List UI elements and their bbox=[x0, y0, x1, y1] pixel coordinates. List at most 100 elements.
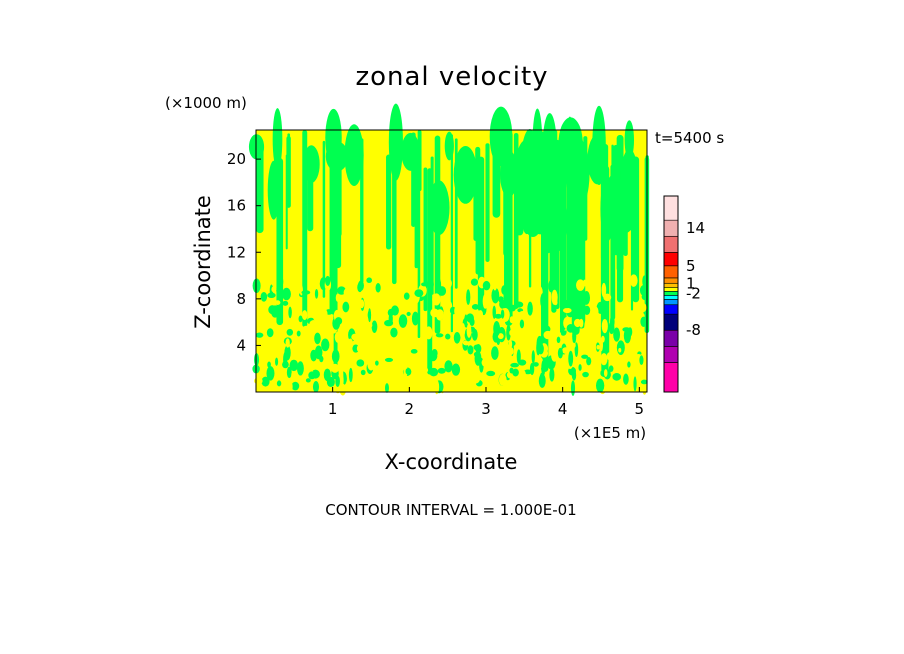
contour-patch bbox=[266, 328, 274, 338]
contour-patch bbox=[418, 363, 424, 378]
contour-patch bbox=[423, 167, 428, 312]
contour-patch bbox=[555, 366, 564, 379]
contour-patch bbox=[349, 295, 357, 302]
contour-patch bbox=[314, 332, 321, 345]
contour-patch bbox=[444, 360, 453, 373]
contour-patch bbox=[581, 354, 589, 359]
colorbar-band bbox=[663, 282, 679, 288]
contour-patch bbox=[335, 375, 340, 387]
contour-patch bbox=[255, 332, 264, 338]
contour-patch bbox=[275, 300, 281, 305]
contour-patch bbox=[363, 352, 372, 360]
contour-patch bbox=[451, 363, 461, 376]
x-axis-label: X-coordinate bbox=[385, 450, 518, 474]
contour-patch bbox=[510, 362, 520, 368]
contour-patch bbox=[275, 287, 282, 293]
contour-patch bbox=[477, 156, 485, 312]
contour-patch bbox=[601, 318, 608, 334]
contour-patch bbox=[486, 338, 490, 345]
colorbar-band bbox=[663, 304, 679, 315]
contour-patch bbox=[273, 364, 280, 376]
contour-patch bbox=[519, 334, 528, 343]
contour-patch bbox=[266, 346, 273, 353]
contour-patch bbox=[467, 345, 474, 355]
y-axis-label: Z-coordinate bbox=[191, 195, 215, 329]
contour-patch bbox=[301, 290, 311, 295]
contour-patch bbox=[612, 372, 622, 381]
contour-patch bbox=[325, 108, 342, 167]
contour-patch bbox=[285, 338, 290, 348]
contour-patch bbox=[367, 357, 375, 371]
contour-patch bbox=[509, 304, 516, 312]
contour-patch bbox=[535, 285, 543, 298]
contour-patch bbox=[407, 320, 413, 328]
contour-patch bbox=[303, 145, 320, 183]
contour-patch bbox=[388, 103, 403, 181]
contour-patch bbox=[532, 362, 539, 367]
colorbar-band bbox=[663, 295, 679, 300]
contour-patch bbox=[592, 105, 606, 186]
contour-patch bbox=[446, 279, 452, 288]
contour-patch bbox=[469, 317, 475, 327]
contour-patch bbox=[624, 120, 635, 160]
contour-patch bbox=[430, 308, 439, 318]
contour-patch bbox=[456, 321, 461, 332]
contour-patch bbox=[390, 327, 398, 338]
contour-patch bbox=[422, 362, 426, 377]
contour-patch bbox=[342, 293, 351, 302]
contour-patch bbox=[540, 292, 547, 309]
contour-patch bbox=[596, 378, 605, 393]
contour-patch bbox=[536, 335, 543, 350]
contour-patch bbox=[481, 358, 490, 367]
contour-patch bbox=[343, 288, 349, 297]
contour-patch bbox=[444, 131, 454, 161]
contour-patch bbox=[618, 348, 622, 353]
contour-patch bbox=[282, 287, 291, 301]
contour-patch bbox=[519, 319, 525, 329]
contour-patch bbox=[267, 361, 271, 368]
contour-patch bbox=[471, 372, 481, 384]
colorbar-band bbox=[663, 235, 679, 253]
x-axis: 1 2 3 4 5 bbox=[328, 387, 644, 418]
contour-patch bbox=[437, 367, 446, 374]
contour-patch bbox=[445, 333, 451, 340]
contour-patch bbox=[371, 320, 378, 333]
contour-patch bbox=[539, 372, 543, 383]
contour-patch bbox=[609, 315, 615, 329]
contour-patch bbox=[343, 277, 350, 291]
contour-patch bbox=[557, 347, 563, 359]
x-tick-label: 3 bbox=[481, 400, 491, 418]
contour-patch bbox=[466, 289, 471, 305]
contour-patch bbox=[461, 323, 466, 337]
contour-patch bbox=[289, 359, 299, 372]
contour-patch bbox=[527, 384, 535, 391]
y-tick-label: 16 bbox=[227, 197, 246, 215]
contour-patch bbox=[432, 293, 441, 306]
contour-patch bbox=[619, 353, 625, 370]
contour-patch bbox=[461, 298, 465, 303]
contour-patch bbox=[366, 322, 373, 329]
contour-patch bbox=[286, 281, 290, 286]
contour-patch bbox=[342, 301, 350, 313]
contour-patch bbox=[605, 380, 614, 391]
contour-patch bbox=[260, 291, 268, 302]
contour-patch bbox=[640, 379, 648, 385]
colorbar-band bbox=[663, 329, 679, 347]
contour-patch bbox=[500, 309, 505, 319]
contour-patch bbox=[453, 145, 478, 204]
contour-patch bbox=[572, 328, 577, 344]
contour-patch bbox=[528, 198, 553, 235]
contour-patch bbox=[486, 314, 491, 322]
contour-patch bbox=[581, 379, 589, 392]
y-axis: 4 8 12 16 20 bbox=[227, 150, 261, 354]
contour-patch bbox=[374, 350, 380, 363]
contour-patch bbox=[302, 325, 311, 331]
contour-patch bbox=[642, 385, 647, 395]
y-tick-label: 12 bbox=[227, 243, 246, 261]
contour-patch bbox=[568, 350, 574, 367]
contour-patch bbox=[357, 282, 363, 293]
x-tick-label: 1 bbox=[328, 400, 338, 418]
contour-patch bbox=[312, 311, 320, 321]
contour-patch bbox=[495, 275, 503, 288]
contour-patch bbox=[485, 143, 490, 262]
